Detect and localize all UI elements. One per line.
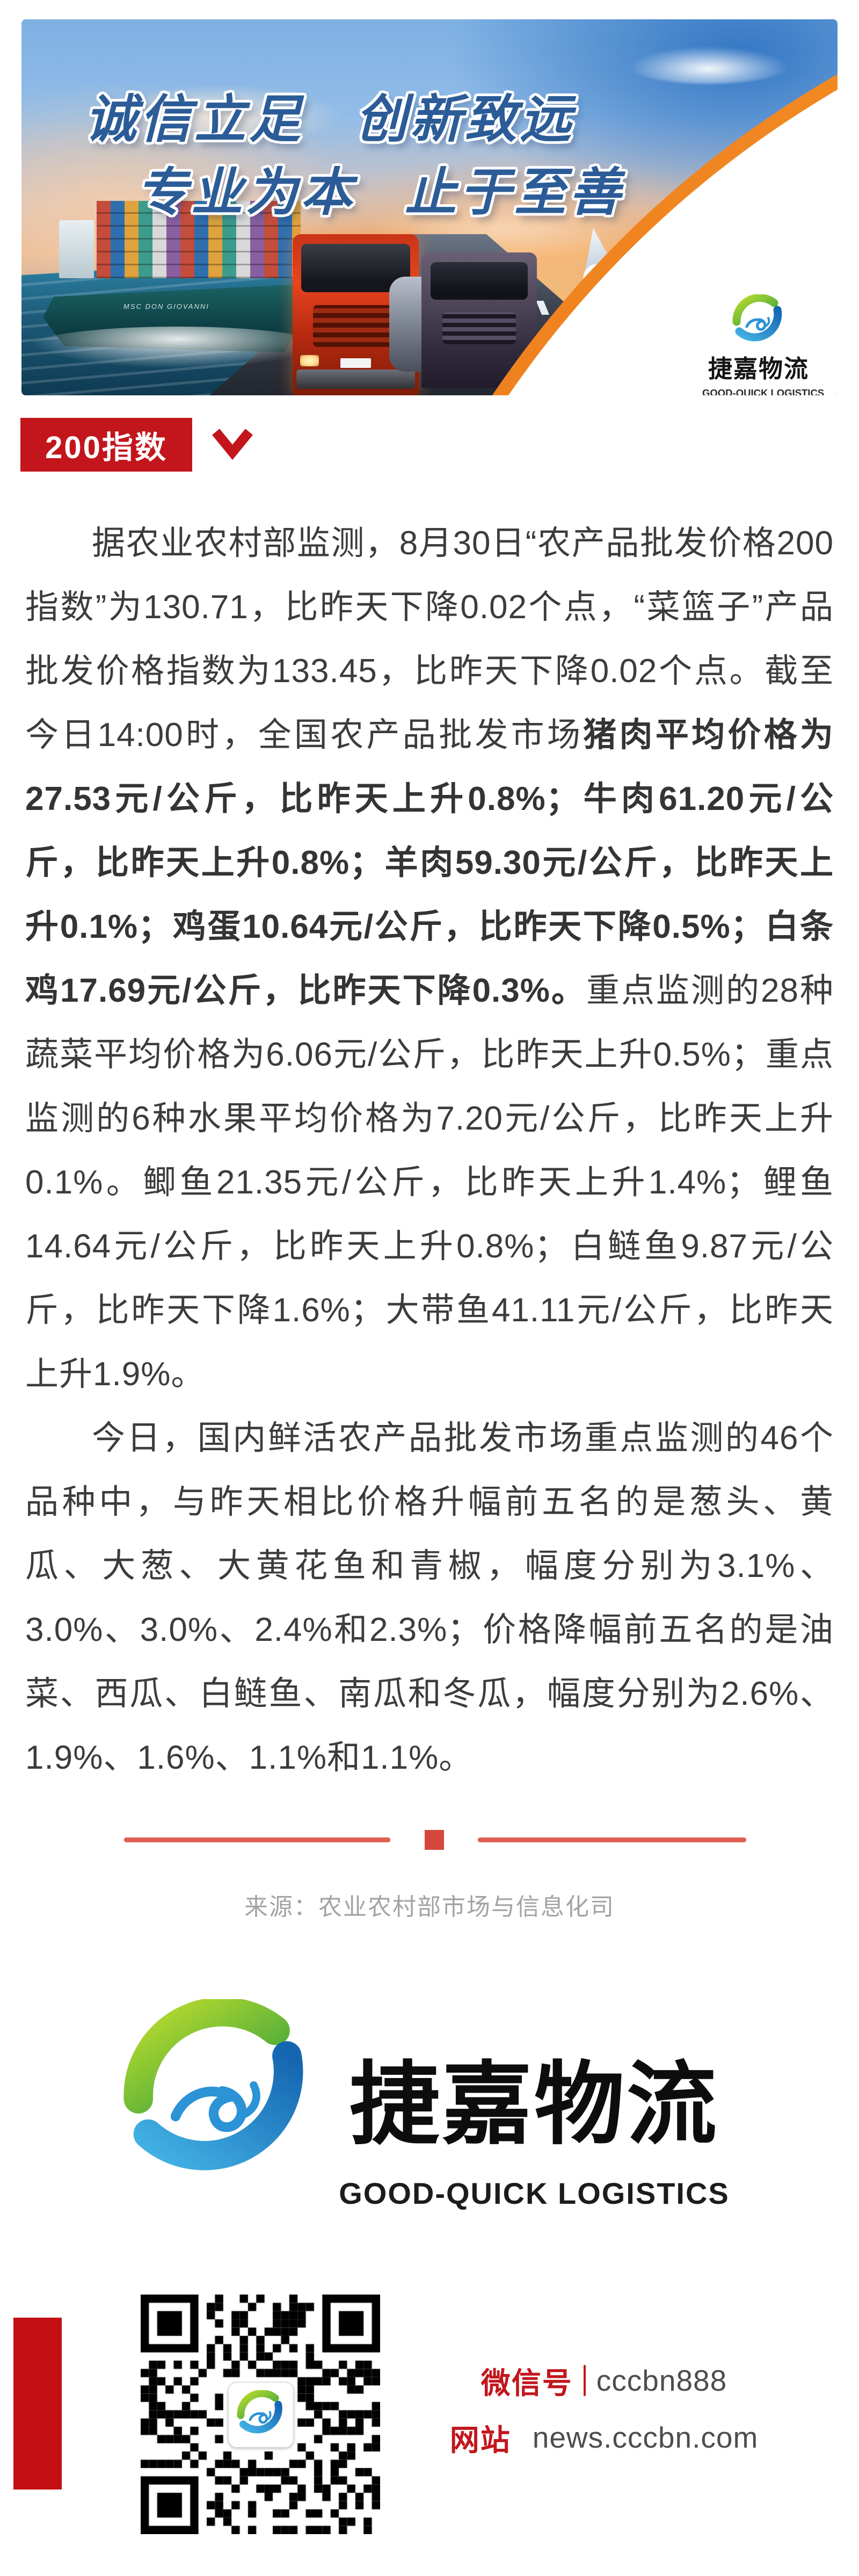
website-value: news.cccbn.com bbox=[532, 2421, 759, 2454]
wechat-label: 微信号 bbox=[481, 2367, 573, 2400]
company-logo-icon bbox=[732, 293, 785, 348]
qr-center-badge bbox=[228, 2382, 294, 2448]
divider-center-block bbox=[425, 1830, 444, 1850]
separator-bar bbox=[583, 2365, 586, 2396]
red-truck-illustration bbox=[293, 234, 419, 395]
banner-slogan-line1: 诚信立足 创新致远 bbox=[21, 77, 838, 152]
brand-title: 捷嘉物流 bbox=[350, 2054, 719, 2155]
wechat-value: cccbn888 bbox=[596, 2364, 727, 2397]
truck-grille bbox=[442, 312, 516, 345]
ship-bridge bbox=[59, 220, 94, 278]
slogan-text: 诚信立足 bbox=[85, 91, 304, 148]
banner-image: MSC DON GIOVANNI bbox=[21, 19, 838, 395]
truck-headlight bbox=[300, 355, 319, 366]
cargo-containers bbox=[97, 201, 301, 278]
paragraph-bold-text: 猪肉平均价格为27.53元/公斤，比昨天上升0.8%；牛肉61.20元/公斤，比… bbox=[25, 717, 834, 1009]
truck-bumper bbox=[296, 370, 415, 389]
red-accent-bar bbox=[13, 2318, 62, 2490]
paragraph-text: 据农业农村部监测，8月30日“农产品批发价格200指数”为130.71，比昨天下… bbox=[25, 525, 834, 754]
section-tag: 200指数 bbox=[20, 418, 192, 472]
cloud-shape bbox=[118, 84, 344, 143]
truck-plate bbox=[340, 358, 371, 368]
paragraph: 今日，国内鲜活农产品批发市场重点监测的46个品种中，与昨天相比价格升幅前五名的是… bbox=[25, 1420, 834, 1776]
website-row: 网站 news.cccbn.com bbox=[450, 2416, 758, 2459]
cloud-shape bbox=[628, 46, 789, 84]
brand-logo-icon bbox=[121, 1997, 316, 2195]
truck-grille bbox=[312, 305, 399, 347]
qr-code bbox=[141, 2295, 380, 2534]
contact-block: 微信号 cccbn888 网站 news.cccbn.com bbox=[450, 2359, 758, 2459]
divider-line bbox=[478, 1837, 746, 1842]
truck-windshield bbox=[431, 262, 528, 300]
company-logo-title: 捷嘉物流 bbox=[708, 355, 809, 382]
banner-slogan-line2: 专业为本 止于至善 bbox=[21, 150, 838, 225]
paragraph-text: 重点监测的28种蔬菜平均价格为6.06元/公斤，比昨天上升0.5%；重点监测的6… bbox=[25, 972, 834, 1393]
wechat-row: 微信号 cccbn888 bbox=[454, 2359, 754, 2402]
sea-foam bbox=[27, 327, 327, 368]
paragraph: 据农业农村部监测，8月30日“农产品批发价格200指数”为130.71，比昨天下… bbox=[25, 511, 834, 1406]
brand-subtitle: GOOD-QUICK LOGISTICS bbox=[339, 2176, 730, 2210]
slogan-text: 止于至善 bbox=[405, 164, 624, 221]
ship-name-text: MSC DON GIOVANNI bbox=[123, 302, 209, 310]
banner-company-logo: 捷嘉物流 GOOD-QUICK LOGISTICS bbox=[702, 293, 825, 395]
company-logo-icon bbox=[236, 2390, 286, 2440]
container-ship-illustration: MSC DON GIOVANNI bbox=[27, 191, 327, 368]
company-logo-subtitle: GOOD-QUICK LOGISTICS bbox=[702, 387, 825, 395]
brand-text-block: 捷嘉物流 GOOD-QUICK LOGISTICS bbox=[322, 2031, 746, 2211]
slogan-text: 创新致远 bbox=[355, 91, 574, 148]
divider-line bbox=[124, 1837, 390, 1842]
website-label: 网站 bbox=[449, 2423, 511, 2457]
chevron-down-icon[interactable] bbox=[210, 426, 254, 462]
article-body: 据农业农村部监测，8月30日“农产品批发价格200指数”为130.71，比昨天下… bbox=[25, 511, 834, 1790]
source-caption: 来源：农业农村部市场与信息化司 bbox=[244, 1894, 615, 1920]
slogan-text: 专业为本 bbox=[136, 164, 355, 221]
